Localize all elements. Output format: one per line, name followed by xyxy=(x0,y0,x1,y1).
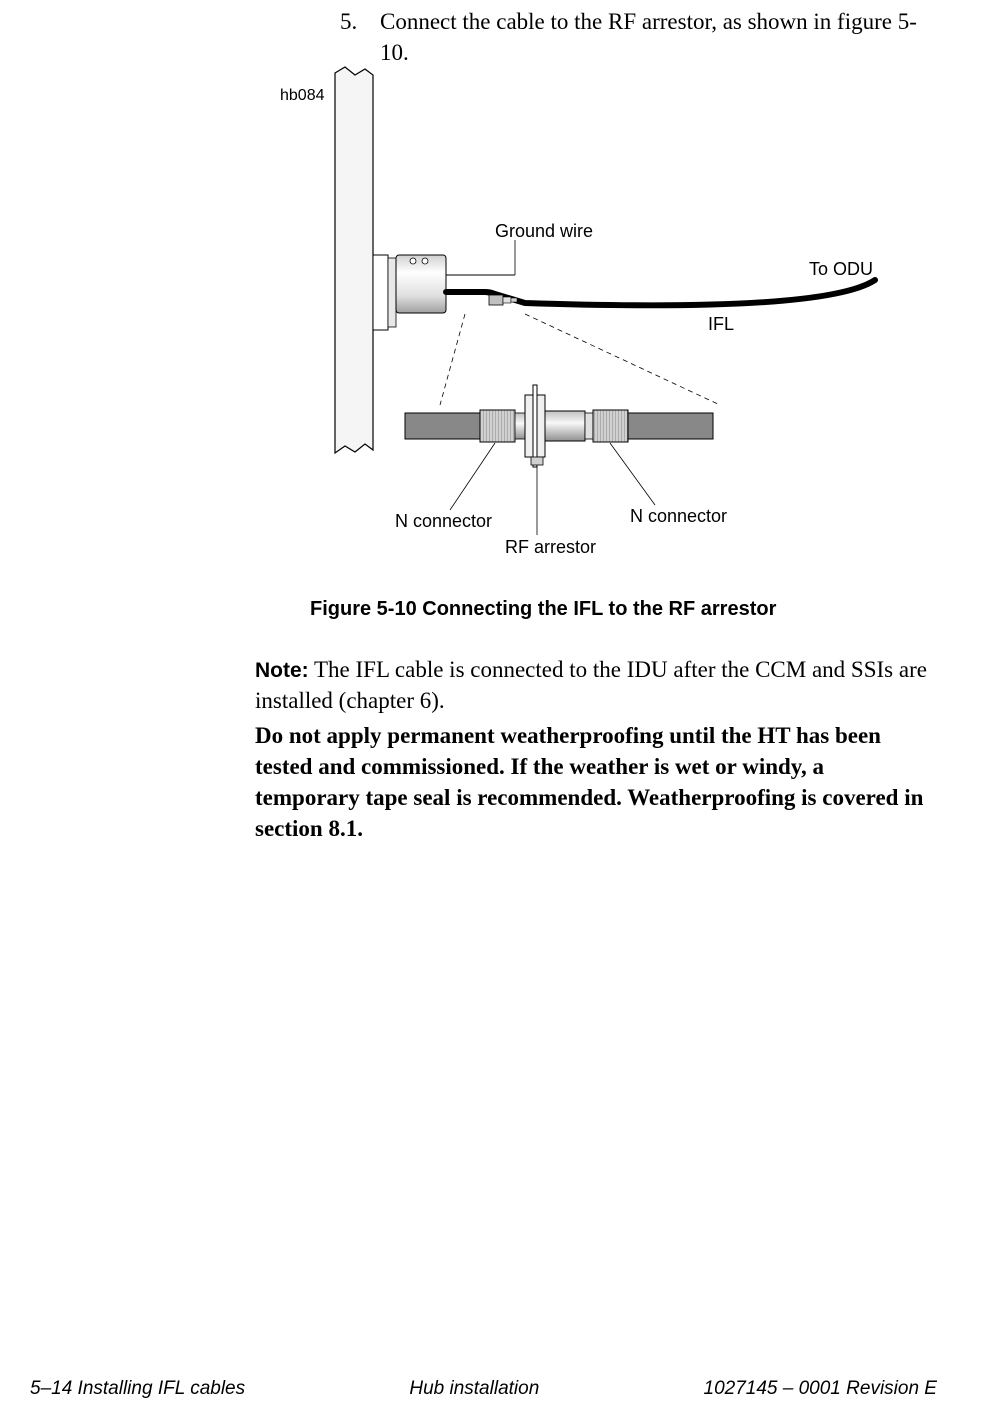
figure-diagram: hb084 xyxy=(195,65,895,565)
figure-caption: Figure 5-10 Connecting the IFL to the RF… xyxy=(310,598,776,621)
step-item: 5. Connect the cable to the RF arrestor,… xyxy=(340,6,922,68)
n-connector-left-label: N connector xyxy=(395,511,492,531)
diagram-id-label: hb084 xyxy=(280,87,325,104)
footer-left: 5–14 Installing IFL cables xyxy=(30,1378,245,1400)
step-text: Connect the cable to the RF arrestor, as… xyxy=(380,6,922,68)
rf-arrestor-label: RF arrestor xyxy=(505,537,596,557)
ifl-label: IFL xyxy=(708,314,734,334)
note-text: The IFL cable is connected to the IDU af… xyxy=(255,657,927,713)
ground-wire-label: Ground wire xyxy=(495,221,593,241)
warning-text: Do not apply permanent weatherproofing u… xyxy=(255,720,932,844)
footer-center: Hub installation xyxy=(409,1378,539,1400)
n-connector-right-label: N connector xyxy=(630,506,727,526)
to-odu-label: To ODU xyxy=(809,259,873,279)
page-footer: 5–14 Installing IFL cables Hub installat… xyxy=(0,1378,982,1400)
note-block: Note: The IFL cable is connected to the … xyxy=(255,654,932,716)
footer-right: 1027145 – 0001 Revision E xyxy=(704,1378,937,1400)
step-number: 5. xyxy=(340,6,380,68)
note-label: Note: xyxy=(255,659,309,682)
